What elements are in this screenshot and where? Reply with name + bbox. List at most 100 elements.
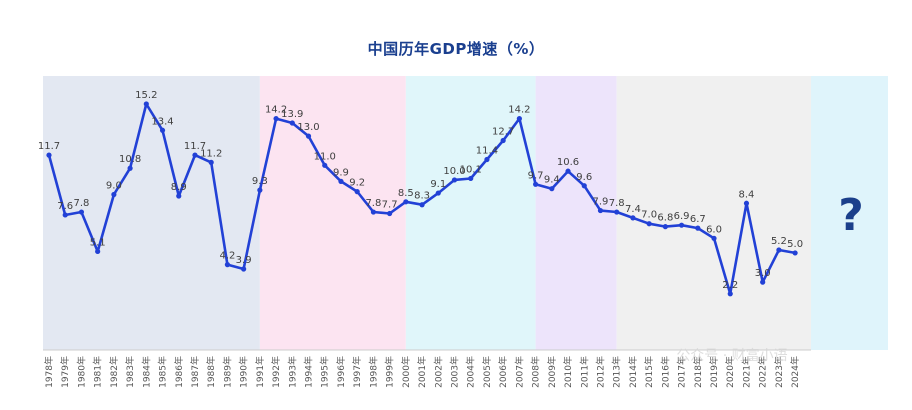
x-tick-label: 2016年 [659, 356, 671, 388]
x-tick-label: 2014年 [627, 356, 639, 388]
x-tick-label: 1983年 [124, 356, 136, 388]
data-label: 2.2 [722, 280, 738, 291]
x-tick-label: 1994年 [303, 356, 315, 388]
data-label: 11.0 [314, 151, 336, 162]
x-tick-label: 2011年 [578, 356, 590, 388]
data-label: 8.3 [414, 191, 430, 202]
x-tick-label: 2017年 [676, 356, 688, 388]
data-label: 10.8 [119, 154, 141, 165]
x-tick-label: 1999年 [384, 356, 396, 388]
x-tick-label: 2018年 [692, 356, 704, 388]
data-label: 6.0 [706, 224, 722, 235]
data-point [419, 202, 425, 208]
x-tick-label: 1990年 [238, 356, 250, 388]
data-point [95, 248, 101, 255]
data-point [111, 191, 117, 198]
data-point [143, 101, 149, 107]
question-mark: ? [838, 190, 864, 241]
data-label: 9.3 [252, 176, 268, 187]
data-label: 4.2 [219, 251, 235, 262]
data-label: 11.2 [200, 148, 222, 159]
data-point [565, 168, 571, 174]
x-tick-label: 1996年 [335, 356, 347, 388]
data-label: 5.1 [90, 237, 106, 248]
x-tick-label: 1982年 [108, 356, 120, 388]
data-point [305, 133, 312, 139]
x-tick-label: 1997年 [351, 356, 363, 388]
x-tick-label: 1979年 [59, 356, 71, 388]
data-label: 10.0 [443, 166, 465, 177]
x-tick-label: 2007年 [513, 356, 525, 388]
data-label: 3.0 [755, 268, 771, 279]
x-tick-label: 2006年 [497, 356, 509, 388]
x-tick-label: 2005年 [481, 356, 493, 388]
x-tick-label: 2002年 [432, 356, 444, 388]
data-point [370, 209, 376, 215]
x-tick-label: 2000年 [400, 356, 412, 388]
data-label: 11.7 [184, 141, 206, 152]
x-tick-label: 1998年 [367, 356, 379, 388]
data-point [776, 247, 782, 253]
data-point [727, 291, 733, 297]
x-tick-label: 1981年 [92, 356, 104, 388]
data-point [224, 262, 231, 268]
x-tick-label: 2015年 [643, 356, 655, 388]
data-label: 8.5 [398, 188, 414, 199]
data-point [192, 152, 198, 158]
data-point [678, 222, 685, 228]
data-label: 14.2 [265, 105, 287, 116]
data-point [78, 209, 85, 215]
data-point [597, 207, 604, 214]
data-point [646, 221, 652, 227]
x-tick-label: 2022年 [757, 356, 769, 388]
data-label: 5.2 [771, 236, 787, 247]
x-tick-label: 1986年 [173, 356, 185, 388]
x-tick-label: 2008年 [530, 356, 542, 388]
data-label: 9.9 [333, 167, 349, 178]
period-band-3 [405, 76, 536, 350]
data-point [403, 199, 409, 205]
data-point [451, 177, 458, 183]
data-label: 6.9 [674, 211, 690, 222]
period-bands [43, 76, 888, 350]
data-label: 3.9 [236, 255, 252, 266]
data-label: 8.9 [171, 182, 187, 193]
data-point [760, 279, 766, 285]
data-label: 13.4 [151, 116, 173, 127]
data-point [241, 266, 247, 272]
x-tick-label: 2013年 [611, 356, 623, 388]
data-point [159, 127, 166, 133]
data-point [695, 225, 701, 231]
x-tick-label: 2003年 [449, 356, 461, 388]
x-tick-label: 1984年 [140, 356, 152, 388]
data-label: 5.0 [787, 239, 803, 250]
data-label: 7.4 [625, 204, 641, 215]
data-point [500, 137, 506, 144]
data-label: 7.6 [57, 201, 73, 212]
data-point [62, 212, 68, 218]
data-label: 9.7 [528, 170, 544, 181]
data-label: 11.7 [38, 141, 60, 152]
data-label: 7.7 [382, 200, 398, 211]
x-tick-label: 1987年 [189, 356, 201, 388]
data-label: 7.8 [609, 198, 625, 209]
data-point [662, 224, 668, 230]
x-tick-labels: 1978年 1979年 1980年 1981年 1982年 1983年 1984年 1985年… [43, 356, 801, 388]
data-point [743, 200, 750, 206]
series-gdp-growth [46, 101, 798, 297]
data-point [338, 178, 344, 184]
data-point [792, 250, 798, 256]
x-tick-label: 1985年 [157, 356, 169, 388]
data-point [435, 190, 441, 196]
data-point [127, 165, 133, 171]
data-point [273, 116, 279, 122]
data-point [549, 186, 555, 192]
period-band-4 [535, 76, 617, 350]
data-point [208, 159, 214, 165]
x-tick-label: 2001年 [416, 356, 428, 388]
period-band-6 [811, 76, 888, 350]
data-label: 7.9 [593, 197, 609, 208]
period-band-5 [616, 76, 811, 350]
data-label: 9.2 [349, 178, 365, 189]
